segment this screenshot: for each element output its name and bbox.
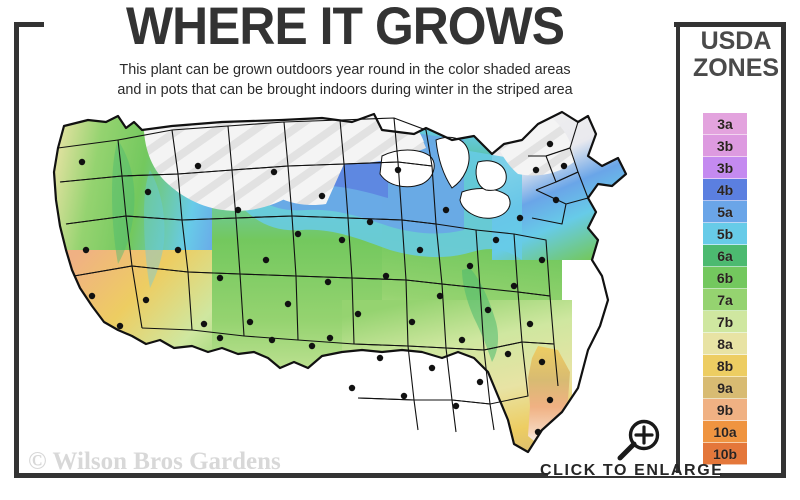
legend-heading-line-1: USDA — [700, 27, 772, 55]
legend-swatch-9a[interactable]: 9a — [703, 377, 747, 399]
legend-swatch-8a[interactable]: 8a — [703, 333, 747, 355]
legend-swatch-7a[interactable]: 7a — [703, 289, 747, 311]
state-boundaries — [57, 111, 589, 433]
title-border-gap — [44, 16, 674, 30]
legend-swatch-5a[interactable]: 5a — [703, 201, 747, 223]
legend-swatch-3b[interactable]: 3b — [703, 157, 747, 179]
city-dots — [78, 140, 568, 436]
legend-swatch-3b[interactable]: 3b — [703, 135, 747, 157]
subtitle-line-1: This plant can be grown outdoors year ro… — [119, 62, 571, 78]
zone-rockies-cool-2 — [144, 170, 165, 288]
legend-swatch-7b[interactable]: 7b — [703, 311, 747, 333]
legend-swatch-6a[interactable]: 6a — [703, 245, 747, 267]
zone-appalachian-cool — [462, 268, 499, 362]
legend-heading: USDA ZONES — [680, 28, 792, 82]
great-lakes — [379, 136, 511, 219]
magnifier-plus-icon[interactable] — [616, 418, 662, 462]
legend-swatch-9b[interactable]: 9b — [703, 399, 747, 421]
subtitle: This plant can be grown outdoors year ro… — [30, 60, 660, 100]
legend-swatch-3a[interactable]: 3a — [703, 113, 747, 135]
legend-swatch-4b[interactable]: 4b — [703, 179, 747, 201]
legend-divider — [676, 27, 680, 473]
watermark: © Wilson Bros Gardens — [28, 448, 281, 475]
legend-swatch-6b[interactable]: 6b — [703, 267, 747, 289]
country-outline — [52, 110, 628, 454]
legend-swatch-10b[interactable]: 10b — [703, 443, 747, 465]
hardiness-zone-map[interactable] — [22, 100, 672, 468]
map-graphic — [22, 100, 672, 468]
subtitle-line-2: and in pots that can be brought indoors … — [117, 82, 573, 98]
zone-legend[interactable]: 3a 3b 3b 4b 5a 5b 6a 6b 7a 7b 8a 8b 9a 9b 10a 10b — [703, 113, 747, 465]
page-title: WHERE IT GROWS — [126, 0, 565, 56]
zone-fill-group — [54, 112, 626, 452]
legend-heading-line-2: ZONES — [692, 54, 780, 82]
legend-swatch-5b[interactable]: 5b — [703, 223, 747, 245]
click-to-enlarge-label[interactable]: CLICK TO ENLARGE — [540, 462, 724, 479]
magnifier-glyph — [617, 419, 660, 461]
zone-rockies-cool — [112, 140, 135, 264]
legend-swatch-8b[interactable]: 8b — [703, 355, 747, 377]
legend-swatch-10a[interactable]: 10a — [703, 421, 747, 443]
zone-region-florida — [528, 346, 570, 444]
